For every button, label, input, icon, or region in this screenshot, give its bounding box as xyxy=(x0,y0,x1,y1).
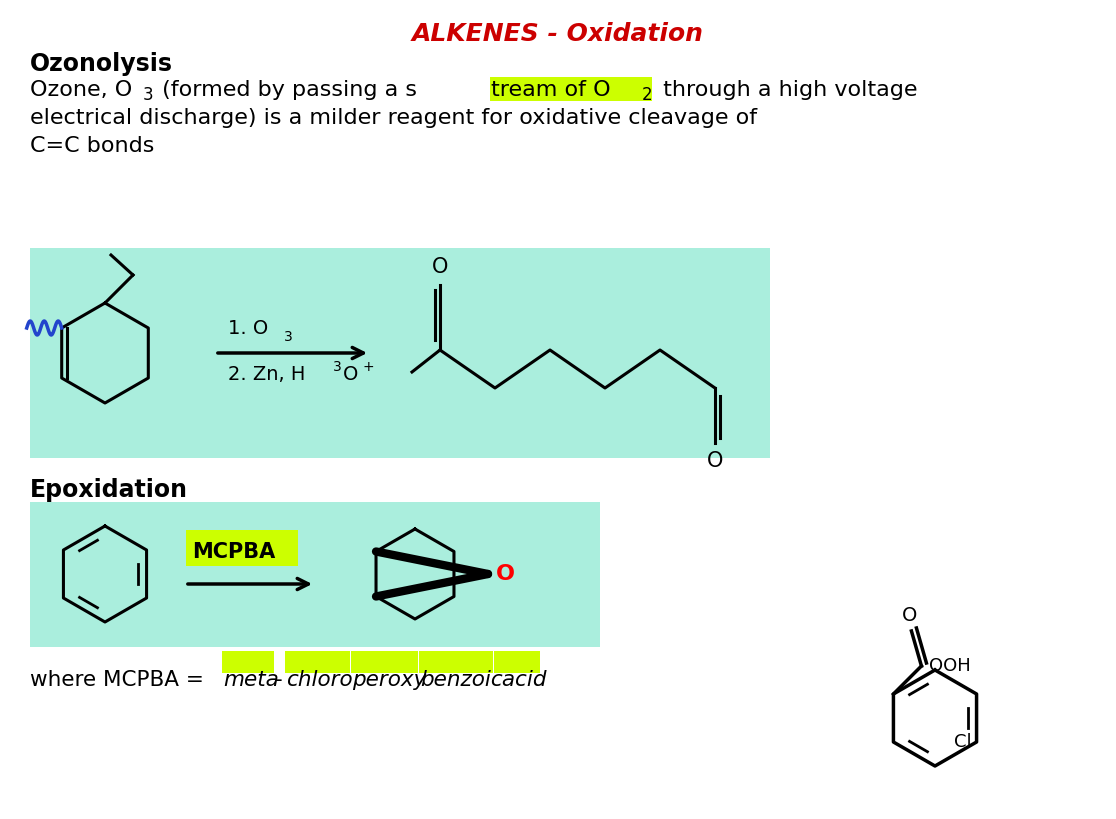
Text: where MCPBA =: where MCPBA = xyxy=(30,670,211,690)
FancyBboxPatch shape xyxy=(222,651,275,673)
Text: -: - xyxy=(275,670,282,690)
Text: 3: 3 xyxy=(283,330,292,344)
Text: Ozonolysis: Ozonolysis xyxy=(30,52,173,76)
Text: 2: 2 xyxy=(642,86,653,104)
FancyBboxPatch shape xyxy=(352,651,418,673)
Text: (formed by passing a s: (formed by passing a s xyxy=(155,80,417,100)
Text: chloro: chloro xyxy=(286,670,353,690)
Text: MCPBA: MCPBA xyxy=(192,542,276,562)
Text: C=C bonds: C=C bonds xyxy=(30,136,154,156)
Text: O: O xyxy=(706,451,723,471)
Text: peroxy: peroxy xyxy=(352,670,426,690)
Text: O: O xyxy=(343,365,358,384)
Text: 2. Zn, H: 2. Zn, H xyxy=(228,365,306,384)
Text: electrical discharge) is a milder reagent for oxidative cleavage of: electrical discharge) is a milder reagen… xyxy=(30,108,757,128)
Text: tream of O: tream of O xyxy=(491,80,610,100)
Text: O: O xyxy=(496,564,514,584)
Text: meta: meta xyxy=(223,670,279,690)
Text: O: O xyxy=(902,606,917,625)
FancyBboxPatch shape xyxy=(494,651,540,673)
Text: through a high voltage: through a high voltage xyxy=(656,80,917,100)
Text: 3: 3 xyxy=(333,360,341,374)
Text: Ozone, O: Ozone, O xyxy=(30,80,133,100)
FancyBboxPatch shape xyxy=(490,77,652,101)
Text: 1. O: 1. O xyxy=(228,319,268,338)
Text: OOH: OOH xyxy=(930,657,971,675)
FancyBboxPatch shape xyxy=(30,248,770,458)
FancyBboxPatch shape xyxy=(186,530,298,566)
Text: 3: 3 xyxy=(143,86,154,104)
FancyBboxPatch shape xyxy=(30,502,600,647)
FancyBboxPatch shape xyxy=(418,651,493,673)
Text: acid: acid xyxy=(496,670,547,690)
Text: ALKENES - Oxidation: ALKENES - Oxidation xyxy=(412,22,704,46)
Text: Cl: Cl xyxy=(954,733,972,751)
Text: O: O xyxy=(432,257,449,277)
Text: benzoic: benzoic xyxy=(420,670,502,690)
Text: +: + xyxy=(362,360,374,374)
FancyBboxPatch shape xyxy=(285,651,350,673)
Text: Epoxidation: Epoxidation xyxy=(30,478,187,502)
